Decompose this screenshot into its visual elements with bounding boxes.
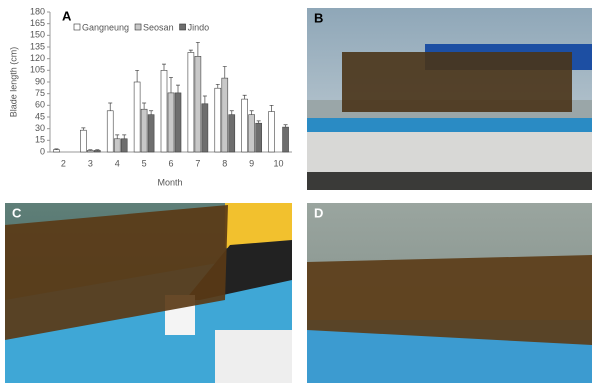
chart: A Month Blade length (cm) 01530456075901… — [8, 6, 292, 187]
legend-label: Jindo — [188, 22, 210, 32]
bar — [248, 114, 255, 153]
error-bar — [95, 149, 100, 151]
error-bar — [249, 110, 254, 115]
bar — [133, 81, 141, 153]
error-bar — [242, 94, 247, 100]
legend-swatch — [73, 23, 81, 31]
y-tick-label: 150 — [30, 30, 45, 40]
deck — [307, 172, 592, 190]
x-tick-label: 5 — [142, 158, 147, 168]
y-tick-label: 105 — [30, 65, 45, 75]
panel-label: B — [314, 10, 323, 25]
photo-d: D — [307, 203, 592, 383]
error-bar — [188, 49, 193, 53]
y-tick-label: 45 — [35, 111, 45, 121]
x-axis-label: Month — [157, 177, 182, 187]
x-tick-label: 6 — [168, 158, 173, 168]
panel-label: C — [12, 205, 22, 220]
error-bar — [283, 124, 288, 128]
error-bar — [215, 83, 220, 89]
bar — [201, 103, 209, 153]
kelp — [342, 52, 572, 112]
legend-swatch — [179, 23, 186, 31]
bar — [268, 111, 275, 153]
y-tick-label: 60 — [35, 100, 45, 110]
bar — [167, 92, 175, 153]
y-tick-label: 30 — [35, 123, 45, 133]
bar — [94, 150, 101, 153]
bar — [80, 129, 87, 153]
error-bar — [176, 84, 180, 93]
x-tick-label: 10 — [274, 158, 284, 168]
y-tick-label: 0 — [40, 146, 45, 156]
error-bar — [54, 148, 59, 150]
panel-label: A — [62, 8, 72, 23]
bar — [282, 126, 289, 153]
error-bar — [195, 41, 200, 57]
error-bar — [115, 134, 120, 139]
bar — [106, 110, 114, 153]
error-bar — [81, 127, 86, 131]
bar — [187, 52, 195, 153]
bar — [194, 56, 202, 153]
boat-rail — [307, 118, 592, 132]
x-tick-label: 8 — [222, 158, 227, 168]
error-bar — [229, 110, 234, 115]
bar — [241, 98, 248, 153]
y-tick-label: 165 — [30, 18, 45, 28]
error-bar — [256, 120, 261, 124]
error-bar — [162, 63, 166, 71]
bar — [113, 138, 121, 153]
error-bar — [142, 102, 147, 110]
legend-swatch — [134, 23, 142, 31]
error-bar — [149, 110, 154, 115]
bar — [140, 108, 148, 153]
boat-hull — [307, 132, 592, 172]
bar — [160, 70, 168, 153]
x-tick-label: 3 — [88, 158, 93, 168]
error-bar — [88, 149, 93, 151]
error-bar — [169, 76, 173, 93]
bar — [228, 114, 236, 153]
kelp — [307, 255, 592, 345]
y-tick-label: 75 — [35, 88, 45, 98]
error-bar — [135, 69, 140, 82]
legend-label: Seosan — [143, 22, 174, 32]
x-tick-label: 2 — [61, 158, 66, 168]
panel-label: D — [314, 205, 323, 220]
bar — [53, 149, 60, 153]
photo-c: C — [5, 203, 292, 383]
bar — [221, 77, 229, 153]
basket — [215, 330, 292, 383]
error-bar — [122, 134, 127, 139]
x-tick-label: 9 — [249, 158, 254, 168]
y-tick-label: 180 — [30, 6, 45, 16]
x-tick-label: 4 — [115, 158, 120, 168]
bar — [174, 92, 182, 153]
bar — [214, 87, 222, 153]
y-tick-label: 135 — [30, 41, 45, 51]
legend-label: Gangneung — [82, 22, 129, 32]
error-bar — [108, 102, 113, 111]
error-bar — [202, 95, 207, 104]
jacket — [225, 203, 292, 248]
x-tick-label: 7 — [195, 158, 200, 168]
bar — [255, 122, 262, 153]
y-axis-label: Blade length (cm) — [8, 47, 18, 118]
bar — [147, 114, 155, 153]
y-tick-label: 120 — [30, 53, 45, 63]
error-bar — [269, 104, 274, 112]
error-bar — [222, 66, 227, 79]
kelp — [5, 205, 228, 340]
y-tick-label: 15 — [35, 135, 45, 145]
y-tick-label: 90 — [35, 76, 45, 86]
bar — [120, 138, 128, 153]
photo-b: B — [307, 8, 592, 190]
bar — [87, 150, 94, 153]
